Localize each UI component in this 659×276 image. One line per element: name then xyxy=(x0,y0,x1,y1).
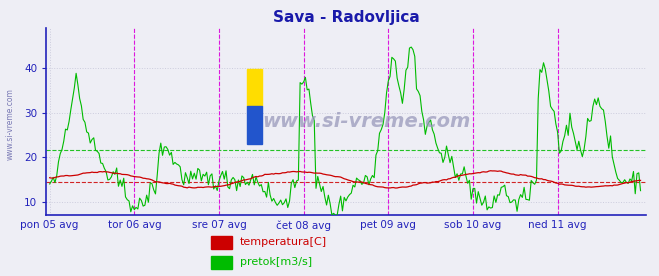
Text: www.si-vreme.com: www.si-vreme.com xyxy=(5,88,14,160)
FancyBboxPatch shape xyxy=(247,69,262,107)
Title: Sava - Radovljica: Sava - Radovljica xyxy=(273,10,419,25)
FancyBboxPatch shape xyxy=(247,107,262,144)
Text: www.si-vreme.com: www.si-vreme.com xyxy=(262,112,471,131)
Bar xyxy=(211,256,232,269)
Text: pretok[m3/s]: pretok[m3/s] xyxy=(240,257,312,267)
Bar xyxy=(211,236,232,249)
Text: temperatura[C]: temperatura[C] xyxy=(240,237,327,247)
